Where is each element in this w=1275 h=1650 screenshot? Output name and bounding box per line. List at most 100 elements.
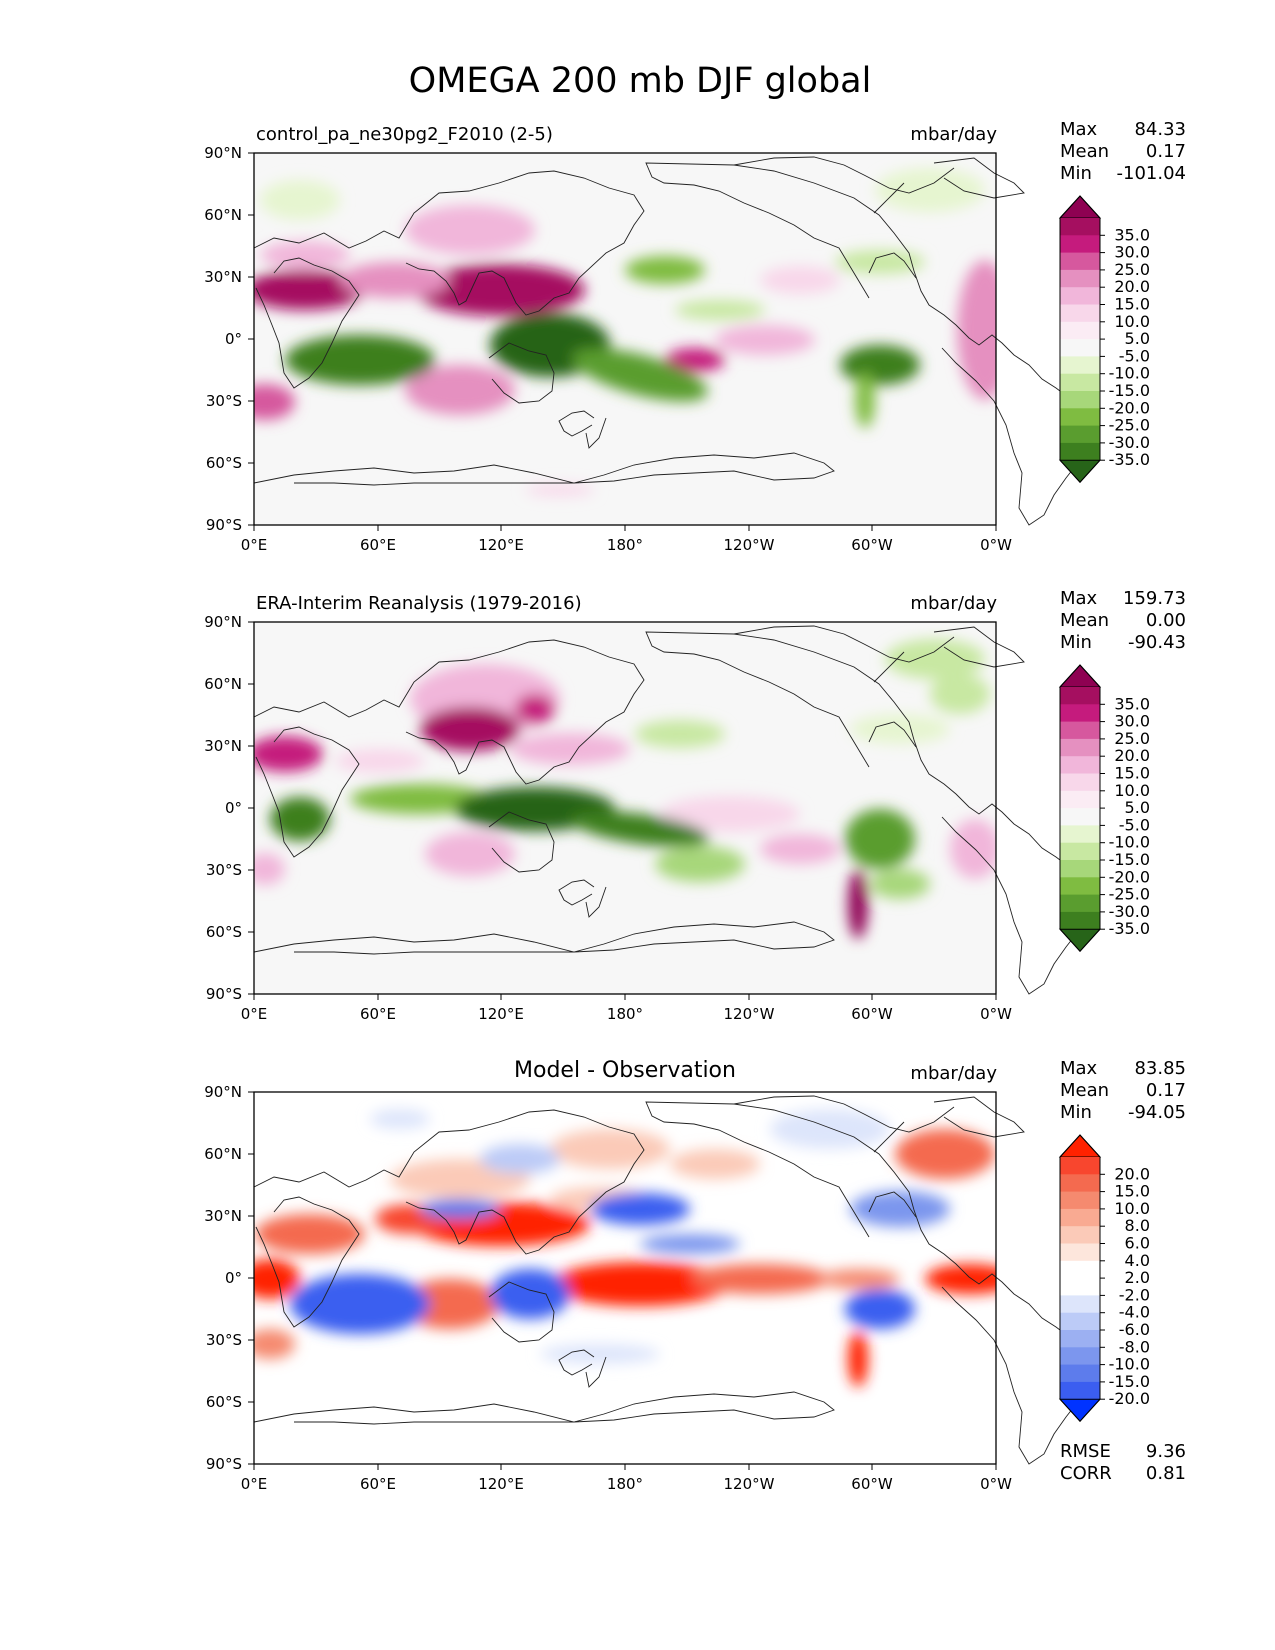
colorbar-tick-label: -15.0 [1109,381,1150,400]
panel-1-anomaly [835,250,925,274]
panel-3-stats: Max 83.85 Mean 0.17 Min -94.05 [1060,1058,1186,1123]
lat-tick-label: 60°N [204,206,242,224]
colorbar-tick-label: 15.0 [1114,295,1150,314]
lon-tick-label: 60°E [360,536,396,554]
lat-tick-label: 90°N [204,1083,242,1101]
colorbar-segment [1060,373,1100,392]
colorbar-segment [1060,287,1100,305]
lon-tick-label: 60°W [851,536,893,554]
lon-tick-label: 120°W [724,1005,775,1023]
panel-2-anomaly [515,694,555,724]
stat-min-value: -101.04 [1117,163,1186,184]
colorbar-segment [1060,1364,1100,1383]
colorbar-segment [1060,1295,1100,1314]
colorbar-segment [1060,391,1100,409]
colorbar-tick-label: 20.0 [1114,1164,1150,1183]
colorbar-tick-label: -20.0 [1109,1389,1150,1408]
colorbar-segment [1060,1330,1100,1348]
colorbar-tick-label: 5.0 [1125,798,1150,817]
panel-3-lat-ticks [248,1091,254,1465]
panel-1-anomaly [760,266,840,294]
colorbar-segment [1060,425,1100,444]
stat-max-value: 84.33 [1134,119,1186,140]
colorbar-segment [1060,1191,1100,1210]
panel-2-stats: Max 159.73 Mean 0.00 Min -90.43 [1060,588,1186,653]
panel-3: Model - Observation mbar/day [204,1058,1186,1493]
lon-tick-label: 120°E [478,536,524,554]
colorbar-extend-max [1058,195,1102,219]
colorbar-segment [1060,1312,1100,1331]
colorbar-segment [1060,442,1100,461]
rmse-value: 9.36 [1146,1441,1186,1462]
panel-3-anomaly [670,1149,760,1179]
panel-1-anomaly [625,256,705,284]
lat-tick-label: 30°N [204,737,242,755]
colorbar-segment [1060,687,1100,705]
colorbar-segment [1060,1260,1100,1279]
panel-3-anomaly [255,1214,365,1254]
panel-2-anomaly [635,720,725,748]
colorbar-tick-label: -6.0 [1119,1320,1150,1339]
panel-1-anomaly [340,262,450,298]
panel-1-anomaly [675,300,765,320]
colorbar-segment [1060,1157,1100,1175]
stat-max-label: Max [1060,1058,1098,1079]
colorbar-tick-label: 20.0 [1114,746,1150,765]
colorbar-extend-max [1058,1134,1102,1158]
colorbar-tick-label: -25.0 [1109,416,1150,435]
colorbar-tick-label: 10.0 [1114,781,1150,800]
lat-tick-label: 0° [225,330,242,348]
stat-mean-label: Mean [1060,610,1109,631]
panel-1-lon-labels: 0°E 60°E 120°E 180° 120°W 60°W 0°W [241,536,1012,554]
lon-tick-label: 120°E [478,1005,524,1023]
colorbar-segment [1060,704,1100,723]
panel-3-lon-labels: 0°E 60°E 120°E 180° 120°W 60°W 0°W [241,1475,1012,1493]
lat-tick-label: 30°S [206,1331,242,1349]
colorbar-extend-max [1058,664,1102,688]
stat-min-value: -94.05 [1128,1102,1186,1123]
lon-tick-label: 60°W [851,1005,893,1023]
lat-tick-label: 60°N [204,675,242,693]
panel-2-title: ERA-Interim Reanalysis (1979-2016) [256,593,582,614]
colorbar-segment [1060,738,1100,757]
panel-2-anomaly [848,869,868,939]
panel-2-field [254,639,996,939]
lon-tick-label: 120°E [478,1475,524,1493]
panel-1-field [254,168,996,496]
lat-tick-label: 90°N [204,144,242,162]
colorbar-segment [1060,877,1100,896]
panel-2-anomaly [760,834,840,864]
colorbar-segment [1060,304,1100,323]
colorbar-segment [1060,408,1100,427]
panel-3-anomaly [550,1129,670,1169]
colorbar-extend-min [1058,928,1102,952]
lon-tick-label: 120°W [724,536,775,554]
panel-1-colorbar: 35.030.025.020.015.010.05.0-5.0-10.0-15.… [1058,195,1150,483]
lon-tick-label: 60°E [360,1475,396,1493]
panel-1-anomaly [665,348,725,372]
panel-1-anomaly [840,345,920,385]
colorbar-tick-label: -2.0 [1119,1285,1150,1304]
panel-2-anomaly [350,784,490,814]
lon-tick-label: 0°W [980,1475,1012,1493]
panel-3-colorbar: 20.015.010.08.06.04.02.0-2.0-4.0-6.0-8.0… [1058,1134,1150,1422]
colorbar-tick-label: 15.0 [1114,1182,1150,1201]
colorbar-tick-label: 35.0 [1114,225,1150,244]
colorbar-tick-label: 6.0 [1125,1234,1150,1253]
panel-2-anomaly [885,639,985,679]
stat-min-label: Min [1060,1102,1092,1123]
corr-value: 0.81 [1146,1463,1186,1484]
colorbar-tick-label: -15.0 [1109,850,1150,869]
panel-3-anomaly [590,1193,690,1225]
colorbar-tick-label: -10.0 [1109,364,1150,383]
colorbar-tick-label: -35.0 [1109,450,1150,469]
panel-3-anomaly [640,1234,740,1254]
panel-2-anomaly [420,707,520,751]
colorbar-tick-label: 20.0 [1114,277,1150,296]
lon-tick-label: 180° [607,536,643,554]
panel-1-anomaly [855,372,875,428]
panel-3-lat-labels: 90°N 60°N 30°N 0° 30°S 60°S 90°S [204,1083,242,1473]
stat-mean-value: 0.00 [1146,610,1186,631]
lat-tick-label: 90°S [206,516,242,534]
panel-2: ERA-Interim Reanalysis (1979-2016) mbar/… [204,588,1186,1023]
